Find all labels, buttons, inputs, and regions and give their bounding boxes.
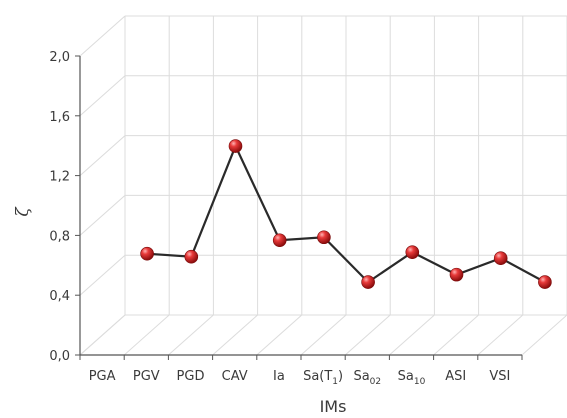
x-tick-label: VSI: [489, 369, 510, 384]
grid-line-side: [79, 75, 126, 117]
data-point: [493, 251, 508, 265]
axis-labels: IMs ζ 0,0 0,4 0,8 1,2 1,6 2,0 PGA PGV PGD CAV Ia Sa…: [13, 50, 510, 416]
x-tick-label: PGV: [133, 369, 160, 384]
y-tick-label: 1,6: [49, 110, 70, 125]
data-point: [140, 246, 154, 261]
x-tick-label: Sa02: [353, 369, 381, 387]
grid-line-floor: [521, 314, 567, 356]
grid-line-floor: [256, 314, 303, 356]
y-tick-label: 0,4: [49, 289, 70, 304]
grid-line-side: [79, 254, 126, 296]
data-point: [538, 275, 552, 289]
y-tick-label: 0,0: [49, 349, 70, 364]
x-tick-label: PGD: [177, 369, 205, 384]
grid: [79, 15, 567, 356]
axes: [75, 16, 523, 360]
data-point: [449, 267, 464, 282]
grid-line-floor: [477, 314, 524, 356]
series-polyline: [147, 143, 546, 284]
data-point: [184, 249, 199, 264]
grid-line-floor: [212, 314, 258, 356]
y-tick-label: 2,0: [49, 50, 70, 65]
grid-line-side: [79, 15, 126, 57]
grid-line-floor: [123, 314, 170, 356]
grid-line-floor: [300, 314, 347, 356]
grid-line-floor: [168, 314, 214, 356]
data-point: [317, 230, 331, 245]
series-line: [147, 143, 546, 284]
data-point: [405, 245, 420, 260]
data-point: [361, 275, 375, 289]
x-tick-label: Sa(T1): [303, 369, 343, 387]
grid-line-floor: [344, 314, 391, 356]
grid-line-side: [79, 135, 126, 176]
x-tick-label: ASI: [445, 369, 466, 384]
data-point: [228, 139, 243, 153]
x-tick-label: Ia: [273, 369, 285, 384]
series-points: [140, 139, 552, 289]
grid-line-side: [79, 195, 126, 236]
grid-line-floor: [79, 314, 126, 356]
y-tick-label: 0,8: [49, 229, 70, 244]
grid-line-floor: [389, 314, 435, 356]
data-point: [272, 233, 287, 248]
x-tick-label: CAV: [222, 369, 248, 384]
y-tick-label: 1,2: [49, 170, 70, 185]
grid-line-floor: [433, 314, 479, 356]
y-axis-title: ζ: [13, 206, 33, 217]
x-axis-title: IMs: [320, 397, 347, 416]
x-tick-label: Sa10: [398, 369, 426, 387]
x-tick-label: PGA: [89, 369, 116, 384]
